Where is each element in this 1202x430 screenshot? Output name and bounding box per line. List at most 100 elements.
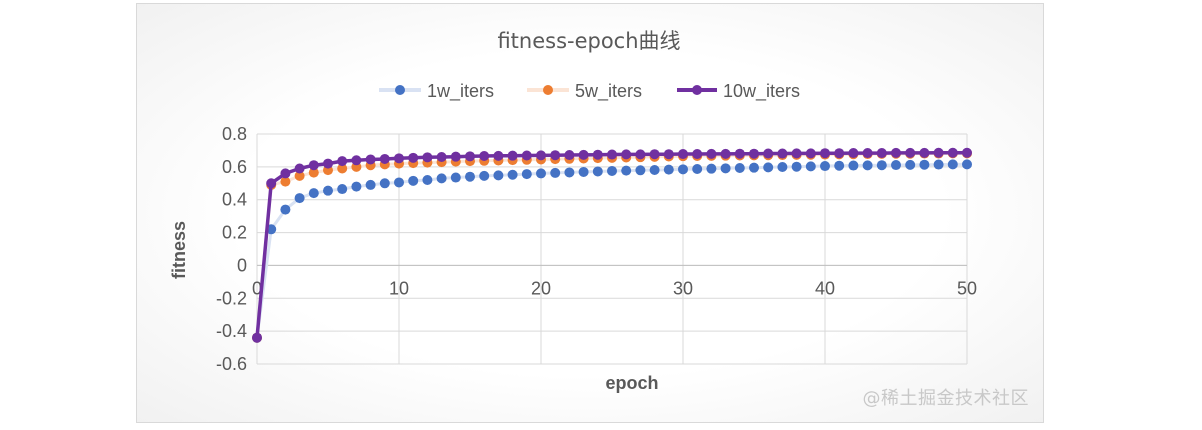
y-tick-label: -0.2 bbox=[216, 288, 247, 308]
legend-item-1w[interactable]: 1w_iters bbox=[379, 81, 494, 102]
data-point-1w_iters bbox=[450, 172, 461, 183]
y-tick-label: 0.8 bbox=[222, 124, 247, 144]
legend: 1w_iters 5w_iters 10w_iters bbox=[379, 81, 800, 102]
data-point-10w_iters bbox=[649, 149, 660, 160]
series-5w_iters bbox=[252, 148, 972, 343]
data-point-1w_iters bbox=[436, 173, 447, 184]
data-point-1w_iters bbox=[337, 184, 348, 195]
data-point-10w_iters bbox=[252, 332, 262, 343]
legend-label-1w: 1w_iters bbox=[427, 81, 494, 102]
data-point-10w_iters bbox=[280, 168, 291, 179]
data-point-1w_iters bbox=[507, 169, 518, 180]
series-layer bbox=[252, 147, 972, 343]
data-point-1w_iters bbox=[592, 166, 603, 177]
data-point-10w_iters bbox=[592, 149, 603, 160]
data-point-1w_iters bbox=[876, 160, 887, 171]
data-point-1w_iters bbox=[308, 188, 319, 199]
data-point-1w_iters bbox=[805, 161, 816, 172]
data-point-10w_iters bbox=[919, 147, 930, 158]
data-point-1w_iters bbox=[465, 171, 475, 182]
data-point-1w_iters bbox=[351, 181, 362, 192]
x-tick-label: 10 bbox=[389, 278, 409, 298]
data-point-10w_iters bbox=[564, 150, 575, 161]
data-point-1w_iters bbox=[706, 163, 717, 174]
x-axis-title: epoch bbox=[605, 373, 658, 393]
data-point-1w_iters bbox=[692, 163, 703, 174]
data-point-1w_iters bbox=[720, 163, 731, 174]
series-10w_iters bbox=[252, 147, 972, 343]
data-point-10w_iters bbox=[294, 163, 305, 174]
data-point-1w_iters bbox=[891, 160, 901, 171]
data-point-10w_iters bbox=[635, 149, 646, 160]
data-point-10w_iters bbox=[550, 150, 561, 161]
data-point-1w_iters bbox=[862, 160, 873, 171]
data-point-5w_iters bbox=[280, 176, 291, 187]
legend-item-10w[interactable]: 10w_iters bbox=[677, 81, 800, 102]
y-tick-label: 0.2 bbox=[222, 223, 247, 243]
data-point-10w_iters bbox=[422, 152, 433, 163]
data-point-10w_iters bbox=[791, 148, 802, 159]
data-point-1w_iters bbox=[947, 159, 958, 170]
data-point-10w_iters bbox=[820, 148, 830, 159]
y-tick-label: 0.4 bbox=[222, 190, 247, 210]
data-point-1w_iters bbox=[323, 185, 333, 196]
data-point-10w_iters bbox=[734, 148, 745, 159]
data-point-5w_iters bbox=[337, 163, 348, 174]
data-point-10w_iters bbox=[450, 151, 461, 162]
data-point-1w_iters bbox=[422, 175, 433, 185]
data-point-1w_iters bbox=[834, 160, 845, 171]
data-point-10w_iters bbox=[905, 147, 916, 158]
data-point-1w_iters bbox=[294, 193, 305, 204]
data-point-10w_iters bbox=[720, 148, 731, 159]
data-point-1w_iters bbox=[763, 162, 774, 173]
data-point-10w_iters bbox=[465, 151, 475, 162]
data-point-10w_iters bbox=[621, 149, 632, 160]
data-point-10w_iters bbox=[521, 150, 532, 161]
data-point-1w_iters bbox=[649, 164, 660, 175]
data-point-10w_iters bbox=[365, 154, 376, 165]
data-point-1w_iters bbox=[379, 178, 390, 189]
watermark: @稀土掘金技术社区 bbox=[862, 388, 1029, 409]
data-point-10w_iters bbox=[862, 148, 873, 159]
data-point-10w_iters bbox=[848, 148, 859, 159]
series-line-1w_iters bbox=[255, 162, 967, 338]
data-point-10w_iters bbox=[436, 152, 447, 162]
chart-title: fitness-epoch曲线 bbox=[497, 29, 680, 53]
data-point-10w_iters bbox=[962, 147, 972, 158]
y-axis-title: fitness bbox=[169, 221, 189, 279]
x-tick-label: 20 bbox=[531, 278, 551, 298]
data-point-10w_iters bbox=[749, 148, 759, 159]
data-point-1w_iters bbox=[621, 165, 632, 176]
data-point-10w_iters bbox=[379, 153, 390, 164]
data-point-1w_iters bbox=[678, 164, 688, 175]
y-tick-label: 0.6 bbox=[222, 157, 247, 177]
data-point-1w_iters bbox=[408, 175, 419, 186]
data-point-10w_iters bbox=[493, 150, 504, 161]
y-tick-label: -0.6 bbox=[216, 354, 247, 374]
data-point-1w_iters bbox=[848, 160, 859, 171]
data-point-10w_iters bbox=[351, 155, 362, 166]
y-axis-ticks: 0.8 0.6 0.4 0.2 0 -0.2 -0.4 -0.6 bbox=[216, 124, 247, 374]
data-point-1w_iters bbox=[791, 161, 802, 172]
data-point-1w_iters bbox=[365, 179, 376, 190]
data-point-10w_iters bbox=[408, 152, 419, 163]
data-point-10w_iters bbox=[337, 156, 348, 167]
data-point-10w_iters bbox=[891, 147, 901, 158]
data-point-1w_iters bbox=[578, 166, 589, 177]
data-point-1w_iters bbox=[919, 159, 930, 170]
data-point-1w_iters bbox=[663, 164, 674, 175]
y-tick-label: 0 bbox=[237, 255, 247, 275]
data-point-10w_iters bbox=[947, 147, 958, 158]
data-point-10w_iters bbox=[607, 149, 617, 160]
data-point-1w_iters bbox=[777, 162, 788, 173]
data-point-1w_iters bbox=[607, 165, 617, 176]
data-point-10w_iters bbox=[777, 148, 788, 159]
data-point-1w_iters bbox=[479, 170, 490, 181]
x-axis-ticks: 0 10 20 30 40 50 bbox=[252, 278, 977, 298]
x-tick-label: 30 bbox=[673, 278, 693, 298]
data-point-1w_iters bbox=[536, 168, 546, 179]
data-point-1w_iters bbox=[749, 162, 759, 173]
legend-item-5w[interactable]: 5w_iters bbox=[527, 81, 642, 102]
line-chart: fitness-epoch曲线 1w_iters 5w_iters 10w_it… bbox=[169, 29, 977, 393]
data-point-10w_iters bbox=[763, 148, 774, 159]
